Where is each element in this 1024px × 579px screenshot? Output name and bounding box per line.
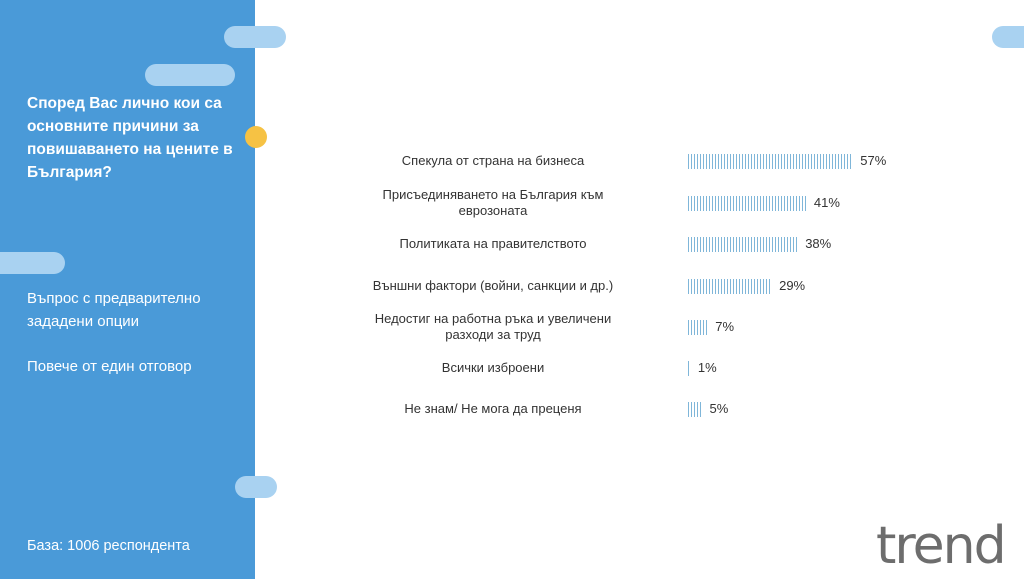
decor-pill-middle — [0, 252, 65, 274]
decor-pill-right — [992, 26, 1024, 48]
trend-logo: trend — [876, 516, 1007, 576]
sidebar: Според Вас лично кои са основните причин… — [0, 0, 255, 579]
value-label: 1% — [697, 360, 717, 375]
respondent-base: База: 1006 респондента — [27, 538, 190, 554]
decor-dot — [245, 126, 267, 148]
bar — [688, 361, 691, 376]
decor-pill-top — [224, 26, 286, 48]
value-label: 41% — [813, 195, 840, 210]
category-label: Присъединяването на България към еврозон… — [382, 187, 604, 218]
value-label: 57% — [860, 153, 887, 168]
value-label: 7% — [715, 319, 735, 334]
bar — [688, 237, 799, 252]
question-type-note: Въпрос с предварително зададени опции — [27, 290, 201, 330]
decor-pill-upper — [145, 64, 235, 86]
category-label: Не знам/ Не мога да преценя — [404, 401, 582, 416]
category-label: Спекула от страна на бизнеса — [401, 153, 585, 168]
bar — [688, 320, 709, 335]
question-title: Според Вас лично кои са основните причин… — [27, 95, 233, 181]
multiple-answers-note: Повече от един отговор — [27, 358, 192, 375]
value-label: 38% — [805, 236, 832, 251]
bar — [688, 279, 773, 294]
category-label: Всички изброени — [441, 360, 545, 375]
value-label: 29% — [779, 278, 806, 293]
category-label: Недостиг на работна ръка и увеличени раз… — [374, 311, 612, 342]
bar — [688, 154, 854, 169]
category-label: Политиката на правителството — [399, 236, 587, 251]
category-label: Външни фактори (войни, санкции и др.) — [372, 278, 614, 293]
bar — [688, 402, 703, 417]
value-label: 5% — [709, 401, 729, 416]
decor-pill-bottom — [235, 476, 277, 498]
bar — [688, 196, 807, 211]
